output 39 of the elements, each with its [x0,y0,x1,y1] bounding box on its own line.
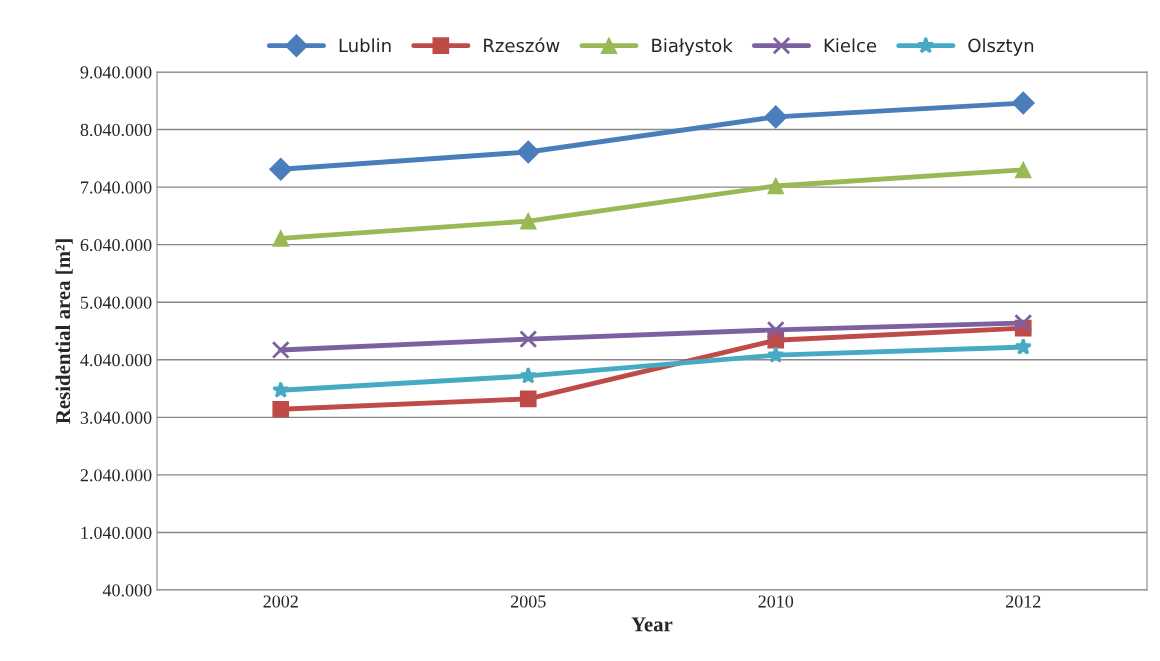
point [272,230,290,247]
point [519,212,537,230]
y-tick-label: 4.040.000 [80,354,152,367]
point [1014,161,1032,179]
point [272,381,290,398]
x-tick-label: 2002 [263,595,298,608]
point [1014,338,1032,355]
point [516,140,540,164]
y-tick-label: 5.040.000 [80,296,152,309]
point [519,366,537,384]
x-tick-label: 2010 [758,595,794,608]
point [1014,313,1033,332]
legend-label: Lublin [339,38,391,53]
point [519,390,537,408]
point [272,400,290,418]
x-tick-label: 2012 [1005,595,1041,608]
y-tick-label: 2.040.000 [80,469,152,482]
point [271,340,290,360]
point [1011,91,1035,115]
legend-label: Białystok [652,38,733,56]
y-tick-label: 7.040.000 [81,181,152,194]
y-axis-title: Residential area [m²] [55,239,73,424]
point [764,105,788,129]
y-tick-label: 1.040.000 [81,526,152,539]
y-tick-label: 9.040.000 [80,66,152,79]
y-tick-label: 40.000 [102,584,152,597]
y-tick-label: 8.040.000 [80,123,152,137]
y-tick-label: 3.040.000 [80,411,152,424]
legend-label: Olsztyn [968,38,1034,56]
point [269,157,293,181]
x-axis-title: Year [631,617,673,632]
x-tick-label: 2005 [510,595,546,608]
point [767,177,785,195]
y-tick-label: 6.040.000 [80,238,152,252]
point [767,346,785,363]
legend-label: Kielce [824,38,877,53]
legend-label: Rzeszów [484,37,560,53]
point [766,320,785,339]
point [519,330,538,349]
